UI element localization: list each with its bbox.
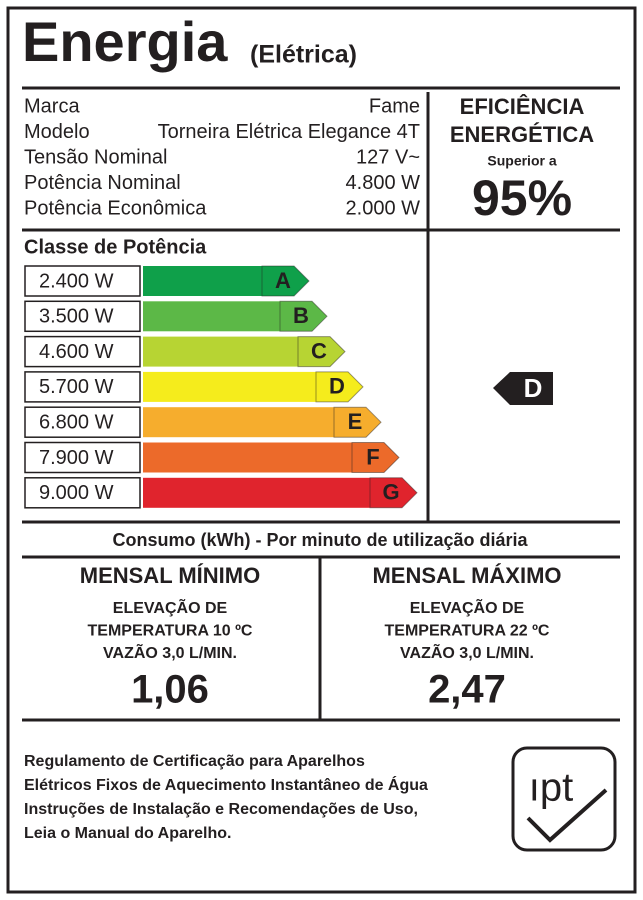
- class-arrow: [351, 442, 400, 473]
- class-letter: D: [329, 374, 345, 399]
- consumption-line: VAZÃO 3,0 L/MIN.: [400, 642, 534, 662]
- power-label: 7.900 W: [39, 447, 114, 469]
- footer-line: Elétricos Fixos de Aquecimento Instantân…: [24, 775, 428, 794]
- power-label: 5.700 W: [39, 376, 114, 398]
- rating-letter: D: [524, 373, 543, 403]
- class-letter: B: [293, 303, 309, 328]
- class-letter: G: [382, 480, 399, 505]
- power-label: 3.500 W: [39, 306, 114, 328]
- class-bar: [143, 336, 298, 367]
- consumption-value: 2,47: [428, 668, 506, 712]
- efficiency-value: 95%: [472, 170, 572, 226]
- subtitle: (Elétrica): [250, 41, 357, 69]
- class-arrow: [333, 406, 382, 438]
- class-bar: [143, 266, 262, 296]
- power-label: 6.800 W: [39, 411, 114, 433]
- class-bar: [143, 442, 352, 473]
- power-box: [24, 265, 141, 297]
- spec-label: Marca: [24, 95, 80, 117]
- class-arrow: [297, 336, 346, 368]
- power-box: [24, 300, 141, 333]
- consumption-line: ELEVAÇÃO DE: [113, 597, 228, 617]
- efficiency-note: Superior a: [487, 153, 556, 169]
- footer-line: Regulamento de Certificação para Aparelh…: [24, 753, 365, 770]
- class-bar: [143, 407, 334, 438]
- consumption-title: Consumo (kWh) - Por minuto de utilização…: [112, 530, 528, 550]
- title: Energia: [22, 10, 228, 73]
- spec-value: 127 V~: [356, 146, 420, 168]
- spec-value: Torneira Elétrica Elegance 4T: [158, 121, 420, 143]
- consumption-heading: MENSAL MÁXIMO: [372, 563, 561, 588]
- logo-text: ıpt: [529, 766, 573, 810]
- footer-line: Instruções de Instalação e Recomendações…: [24, 801, 418, 818]
- class-bar: [143, 301, 280, 332]
- consumption-value: 1,06: [131, 668, 209, 712]
- power-box: [24, 406, 141, 438]
- logo-frame: [511, 746, 617, 852]
- footer-line: Leia o Manual do Aparelho.: [24, 825, 231, 842]
- power-label: 9.000 W: [39, 482, 114, 504]
- power-box: [24, 441, 141, 474]
- logo-check: [526, 788, 608, 843]
- spec-value: Fame: [369, 95, 420, 117]
- spec-value: 2.000 W: [346, 197, 421, 219]
- consumption-line: VAZÃO 3,0 L/MIN.: [103, 642, 237, 662]
- class-arrow: [261, 265, 310, 297]
- efficiency-line: ENERGÉTICA: [450, 122, 594, 147]
- class-bar: [143, 477, 370, 508]
- consumption-line: ELEVAÇÃO DE: [410, 597, 525, 617]
- spec-label: Modelo: [24, 121, 90, 143]
- spec-value: 4.800 W: [346, 172, 421, 194]
- power-label: 4.600 W: [39, 341, 114, 363]
- class-arrow: [315, 371, 364, 403]
- spec-label: Potência Econômica: [24, 197, 207, 219]
- consumption-heading: MENSAL MÍNIMO: [80, 563, 260, 588]
- classes-title: Classe de Potência: [24, 236, 207, 258]
- spec-label: Tensão Nominal: [24, 146, 167, 168]
- class-letter: F: [366, 444, 379, 469]
- efficiency-line: EFICIÊNCIA: [460, 94, 585, 119]
- rating-arrow: [493, 372, 553, 405]
- class-letter: E: [348, 409, 363, 434]
- spec-label: Potência Nominal: [24, 172, 181, 194]
- power-box: [24, 477, 141, 509]
- power-box: [24, 371, 141, 403]
- power-box: [24, 335, 141, 368]
- class-letter: C: [311, 338, 327, 363]
- consumption-line: TEMPERATURA 22 ºC: [385, 623, 550, 640]
- class-arrow: [279, 300, 328, 332]
- consumption-line: TEMPERATURA 10 ºC: [88, 623, 253, 640]
- power-label: 2.400 W: [39, 270, 114, 292]
- class-arrow: [369, 477, 418, 509]
- class-bar: [143, 371, 316, 402]
- class-letter: A: [275, 268, 291, 293]
